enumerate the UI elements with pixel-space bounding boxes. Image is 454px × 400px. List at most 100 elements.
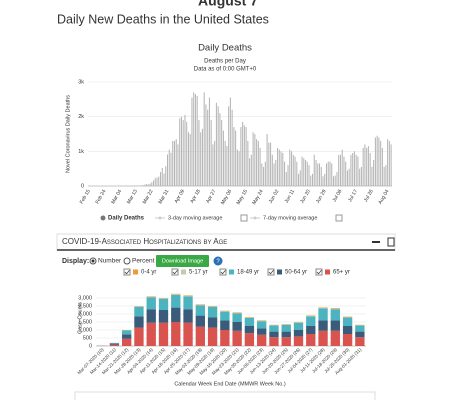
bar-segment [330, 308, 340, 310]
bar [163, 173, 165, 186]
legend-label: 50-64 yr [285, 270, 307, 276]
bar [303, 158, 305, 186]
legend-check [316, 270, 322, 275]
bar-segment [306, 326, 316, 334]
bar [252, 132, 254, 186]
bar-segment [306, 316, 316, 326]
bar-segment [244, 333, 255, 346]
bar-segment [306, 334, 316, 346]
bar [203, 92, 205, 186]
bar [264, 161, 266, 186]
bar [301, 156, 303, 186]
bar [378, 137, 380, 186]
bar [341, 149, 343, 186]
bar-segment [195, 315, 205, 327]
y-tick-label: 1,500 [78, 319, 92, 325]
bar [360, 166, 362, 186]
bar [170, 152, 172, 186]
bar-segment [355, 331, 365, 338]
bar-segment [220, 320, 230, 330]
legend-swatch [181, 269, 186, 275]
bar [235, 130, 237, 186]
bar [304, 160, 307, 186]
bar-segment [220, 330, 230, 346]
bar-segment [207, 306, 218, 318]
bar-segment [355, 325, 365, 332]
bar [179, 118, 181, 186]
legend-label: Daily Deaths [108, 216, 145, 222]
chart-subtitle: Deaths per Day [204, 59, 246, 65]
bar-segment [330, 309, 340, 321]
date-heading: August 7 [198, 0, 258, 9]
x-tick-label: May 06 [220, 188, 234, 205]
bar [348, 168, 350, 186]
bar [242, 121, 244, 186]
bar [243, 125, 245, 186]
x-tick-label: Mar 04 [110, 188, 123, 205]
legend-swatch [133, 269, 138, 275]
bar [182, 120, 184, 186]
bar [367, 146, 369, 186]
legend-checkbox[interactable] [123, 268, 131, 276]
legend-checkbox[interactable] [171, 268, 179, 276]
bar-segment [207, 317, 218, 328]
bar [149, 183, 151, 186]
legend-checkbox[interactable] [219, 268, 227, 276]
bar-segment [109, 342, 120, 344]
legend-check [172, 270, 178, 275]
bar-segment [122, 330, 132, 335]
bar-segment [146, 297, 156, 310]
x-tick-label: Apr 27 [205, 188, 218, 204]
bar [322, 176, 324, 186]
download-button[interactable] [156, 255, 209, 267]
bar-segment [158, 322, 169, 346]
bar [287, 165, 289, 186]
bar [332, 176, 334, 186]
bar [233, 127, 235, 186]
bar [289, 149, 291, 186]
legend-checkbox[interactable] [267, 268, 275, 276]
legend-checkbox[interactable] [315, 268, 323, 276]
legend-label: 3-day moving average [168, 215, 222, 221]
legend-swatch [277, 269, 282, 275]
bar-segment [232, 330, 242, 346]
bar-segment [244, 326, 255, 334]
bar-segment [244, 318, 255, 326]
bar [280, 151, 282, 186]
bar [214, 140, 216, 186]
help-icon[interactable] [213, 256, 223, 266]
bar-segment [220, 311, 230, 321]
x-tick-label: Mar 31 [157, 188, 170, 205]
bar [292, 154, 294, 186]
legend-checkbox[interactable] [335, 214, 343, 222]
bar [343, 156, 345, 186]
radio-percent[interactable] [123, 257, 131, 265]
bar [376, 135, 378, 186]
y-tick-label: 2k [78, 114, 84, 120]
bar [261, 163, 263, 186]
bar-segment [146, 322, 156, 346]
bar [271, 154, 273, 186]
chart-note: Data as of 0:00 GMT+0 [194, 67, 257, 73]
legend-checkbox[interactable] [240, 214, 248, 222]
bar-segment [342, 317, 353, 326]
bar [294, 156, 296, 186]
x-tick-label: Mar 22 [142, 188, 155, 205]
bar-segment [183, 322, 193, 346]
bar-segment [318, 330, 328, 346]
x-tick-label: Jun 29 [315, 188, 328, 204]
bar [259, 147, 261, 186]
bar [231, 109, 233, 186]
expand-icon[interactable] [387, 237, 395, 247]
bar [177, 144, 179, 186]
bar [219, 113, 221, 186]
bar [383, 166, 385, 186]
bar [222, 130, 224, 186]
bar [159, 172, 162, 186]
bar [325, 163, 328, 186]
minimize-icon[interactable] [372, 241, 380, 243]
bar [282, 153, 284, 186]
option-percent: Percent [132, 258, 155, 265]
